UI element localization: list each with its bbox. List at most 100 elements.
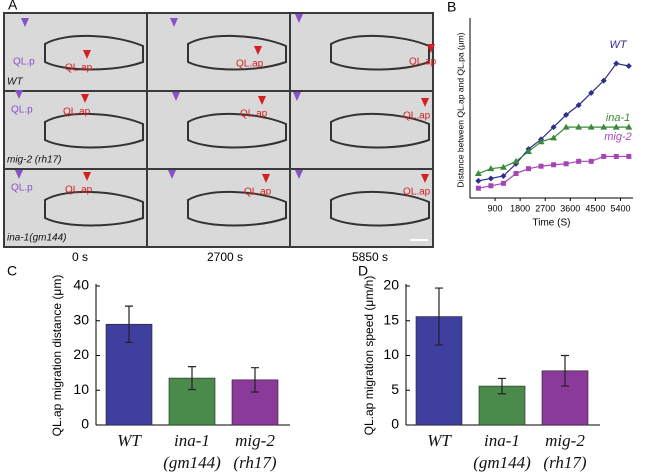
micrograph (148, 14, 289, 90)
arrowhead (15, 90, 23, 99)
marker (601, 153, 607, 159)
error-bar (435, 287, 443, 346)
marker (513, 171, 519, 177)
arrowhead (262, 174, 270, 183)
y-tick-label: 20 (383, 277, 399, 293)
x-tick-label: 4500 (585, 203, 605, 213)
marker (551, 162, 557, 168)
time-label: 5850 s (352, 250, 388, 264)
time-label: 0 s (72, 250, 88, 264)
micrograph (5, 14, 146, 90)
y-axis-label: QL.ap migration speed (μm/h) (362, 276, 376, 436)
marker (588, 158, 594, 164)
cell-label: QL.ap (65, 63, 93, 74)
panel-letter: B (447, 0, 456, 15)
cell-label: QL.p (11, 183, 33, 194)
error-bar (125, 305, 133, 343)
time-label: 2700 s (207, 250, 243, 264)
arrowhead (172, 92, 180, 101)
panel-letter: C (7, 263, 17, 279)
error-bar (188, 366, 196, 391)
cell-label: QL.ap (65, 185, 93, 196)
arrowhead (421, 98, 429, 107)
marker (563, 161, 569, 167)
micrograph (291, 170, 432, 246)
x-tick-label: 2700 (535, 203, 555, 213)
y-tick-label: 0 (81, 416, 89, 432)
x-axis-label: Time (S) (533, 218, 571, 229)
marker (613, 60, 620, 67)
marker (625, 63, 632, 69)
x-tick-label: WT (117, 431, 141, 450)
marker (587, 123, 595, 130)
marker (538, 163, 544, 169)
y-tick-label: 0 (391, 416, 399, 432)
cell-label: QL.ap (63, 107, 91, 118)
y-tick-label: 5 (391, 381, 399, 397)
arrowhead (81, 94, 89, 103)
x-tick-label: ina-1 (gm144) (163, 431, 221, 472)
x-tick-label: mig-2 (rh17) (233, 431, 277, 472)
x-tick-label: 900 (488, 203, 503, 213)
micrograph (5, 170, 146, 246)
cell-outline (187, 34, 287, 71)
y-tick-label: 30 (73, 311, 89, 327)
arrowhead (295, 170, 303, 179)
cell-outline (44, 112, 144, 149)
marker (562, 123, 570, 130)
marker (475, 185, 481, 191)
cell-label: QL.p (13, 57, 35, 68)
marker (625, 123, 633, 130)
marker (588, 89, 595, 96)
y-tick-label: 20 (73, 346, 89, 362)
cell-label: QL.p (11, 105, 33, 116)
marker (526, 166, 532, 172)
cell-label: QL.ap (240, 109, 268, 120)
y-tick-label: 15 (383, 311, 399, 327)
y-tick-label: 40 (73, 277, 89, 293)
error-bar (498, 377, 506, 395)
micrograph (5, 92, 146, 168)
x-tick-label: WT (427, 431, 451, 450)
cell-label: QL.ap (409, 57, 437, 68)
x-tick-label: 1800 (510, 203, 530, 213)
marker (550, 134, 558, 141)
y-tick-label: 10 (383, 346, 399, 362)
arrowhead (15, 170, 23, 179)
error-bar (251, 367, 259, 393)
marker (563, 111, 570, 118)
arrowhead (293, 92, 301, 101)
row-label: WT (7, 77, 23, 88)
arrowhead (83, 50, 91, 59)
marker (576, 158, 582, 164)
marker (600, 77, 607, 84)
micrograph (148, 170, 289, 246)
micrograph (291, 14, 432, 90)
marker (500, 173, 507, 179)
legend-label: WT (609, 39, 627, 51)
error-bar (561, 354, 569, 387)
panel-letter: A (8, 0, 18, 13)
legend-label: ina-1 (606, 112, 630, 124)
marker (612, 123, 620, 130)
y-axis-label: QL.ap migration distance (μm) (50, 275, 64, 437)
arrowhead (427, 44, 435, 53)
marker (499, 163, 507, 170)
cell-outline (330, 112, 430, 149)
cell-outline (330, 34, 430, 71)
bar (231, 379, 279, 426)
marker (575, 102, 582, 109)
cell-outline (44, 34, 144, 71)
cell-outline (187, 112, 287, 149)
marker (613, 153, 619, 159)
micrograph (148, 92, 289, 168)
panel-letter: D (358, 263, 368, 279)
arrowhead (258, 96, 266, 105)
marker (474, 170, 482, 177)
cell-outline (187, 190, 287, 227)
row-label: ina-1(gm144) (7, 233, 66, 244)
legend-label: mig-2 (604, 131, 632, 143)
cell-label: QL.ap (403, 187, 431, 198)
